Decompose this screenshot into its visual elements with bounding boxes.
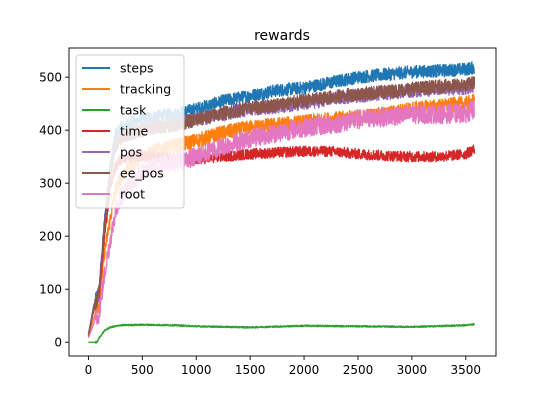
chart-title: rewards (254, 28, 310, 44)
y-tick-label: 100 (39, 283, 62, 297)
x-tick-label: 2000 (289, 363, 320, 377)
legend-label-task: task (120, 103, 147, 118)
legend-label-steps: steps (120, 61, 154, 76)
y-tick-label: 500 (39, 71, 62, 85)
legend-label-time: time (120, 124, 149, 139)
legend-box (75, 54, 185, 209)
legend-label-tracking: tracking (120, 82, 171, 97)
x-tick-label: 3500 (451, 363, 482, 377)
x-tick-label: 3000 (397, 363, 428, 377)
y-tick-label: 400 (39, 124, 62, 138)
axes-layer: 0 500 1000 1500 2000 2500 3000 3500 0 100 200 300 40… (39, 47, 497, 377)
x-tick-label: 0 (85, 363, 93, 377)
y-tick-label: 0 (54, 336, 62, 350)
series-line-task (87, 322, 475, 344)
legend-label-pos: pos (120, 145, 142, 160)
x-tick-label: 1500 (235, 363, 266, 377)
x-tick-label: 500 (131, 363, 154, 377)
x-tick-label: 1000 (181, 363, 212, 377)
y-tick-label: 300 (39, 177, 62, 191)
y-tick-label: 200 (39, 230, 62, 244)
legend-label-ee-pos: ee_pos (120, 166, 164, 181)
legend-label-root: root (120, 187, 145, 202)
axes-frame (68, 47, 497, 357)
x-tick-label: 2500 (343, 363, 374, 377)
